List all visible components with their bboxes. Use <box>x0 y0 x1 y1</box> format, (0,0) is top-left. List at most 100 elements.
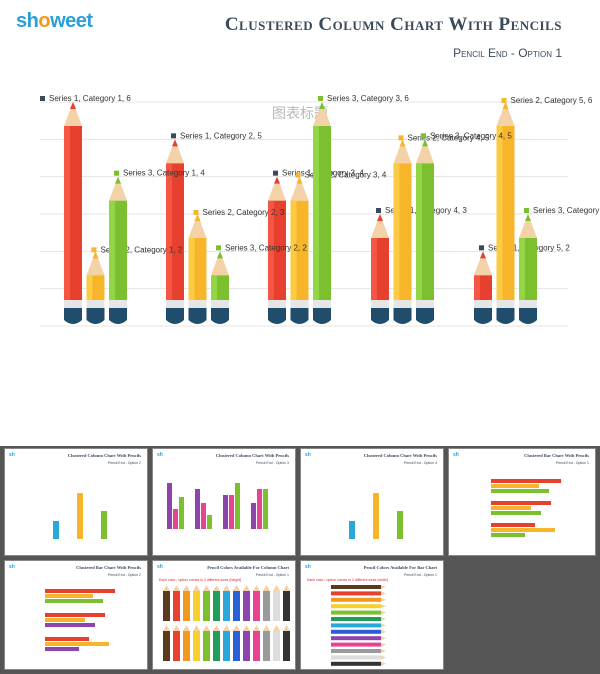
pencil-lead <box>274 176 280 184</box>
palette-pencil <box>163 591 170 621</box>
slide-thumbnail-4[interactable]: sh Clustered Bar Chart With Pencils Penc… <box>448 448 596 556</box>
showeet-logo: showeet <box>16 10 93 32</box>
palette-pencil-tip <box>253 585 260 591</box>
pencil-highlight <box>496 126 503 300</box>
main-slide: showeet Clustered Column Chart With Penc… <box>0 0 600 446</box>
data-label: Series 2, Category 3, 4 <box>305 171 387 180</box>
palette-pencil <box>273 631 280 661</box>
data-label: Series 3, Category 3, 6 <box>327 94 409 103</box>
palette-pencil <box>243 631 250 661</box>
palette-pencil-tip <box>173 625 180 631</box>
pencil-highlight <box>474 275 480 300</box>
pencil-tip <box>313 102 331 126</box>
thumbnail-subtitle: Pencil End - Option 2 <box>107 573 141 577</box>
palette-pencil <box>331 585 381 589</box>
pencil-eraser <box>496 308 515 324</box>
pencil-ferrule <box>290 300 309 308</box>
pencil-tip <box>211 251 229 276</box>
palette-pencil <box>331 642 381 647</box>
palette-pencil-tip <box>193 625 200 631</box>
palette-pencil-tip <box>381 610 386 615</box>
thumbnail-chart <box>491 479 561 537</box>
palette-pencil-tip <box>243 625 250 631</box>
pencil-tip <box>474 251 492 276</box>
pencil-highlight <box>268 200 274 300</box>
palette-pencil <box>243 591 250 621</box>
slide-thumbnail-2[interactable]: sh Clustered Column Chart With Pencils P… <box>152 448 296 556</box>
palette-pencil-tip <box>183 625 190 631</box>
data-label-marker <box>295 172 301 178</box>
thumbnail-logo: sh <box>157 564 163 570</box>
thumbnail-logo: sh <box>305 564 311 570</box>
pencil-lead <box>172 139 178 147</box>
palette-pencil <box>273 591 280 621</box>
palette-pencil <box>263 631 270 661</box>
slide-thumbnail-1[interactable]: sh Clustered Column Chart With Pencils P… <box>4 448 148 556</box>
pencil-tip <box>188 214 207 238</box>
pencil-highlight <box>188 238 195 300</box>
slide-thumbnail-5[interactable]: sh Clustered Bar Chart With Pencils Penc… <box>4 560 148 670</box>
palette-pencil-tip <box>381 642 386 647</box>
palette-pencil-tip <box>381 591 386 596</box>
pencil-eraser <box>393 308 412 324</box>
data-label: Series 2, Category 1, 2 <box>101 245 183 254</box>
thumbnail-subtitle: Pencil End - Option 3 <box>255 461 289 465</box>
palette-pencil-tip <box>163 585 170 591</box>
data-label-marker <box>376 208 381 213</box>
pencil-lead <box>525 214 531 221</box>
palette-pencil <box>203 591 210 621</box>
pencil-lead <box>70 102 76 109</box>
data-label-marker <box>398 135 404 141</box>
slide-thumbnail-7[interactable]: sh Pencil Colors Available For Bar Chart… <box>300 560 444 670</box>
thumbnail-subtitle: Pencil End - Option 1 <box>255 573 289 577</box>
pencil-highlight <box>290 200 297 300</box>
thumbnail-subtitle: Pencil End - Option 1 <box>403 573 437 577</box>
pencil-tip <box>64 102 82 126</box>
palette-pencil <box>163 631 170 661</box>
palette-pencil <box>331 649 381 653</box>
slide-thumbnail-6[interactable]: sh Pencil Colors Available For Column Ch… <box>152 560 296 670</box>
pencil-ferrule <box>166 300 184 308</box>
palette-pencil-tip <box>223 585 230 591</box>
palette-pencil <box>331 629 381 634</box>
palette-pencil <box>331 655 381 660</box>
thumbnail-chart <box>349 493 403 539</box>
palette-pencil <box>213 591 220 621</box>
palette-pencil <box>331 597 381 602</box>
thumbnail-title: Clustered Column Chart With Pencils <box>363 453 437 458</box>
palette-pencil <box>283 631 290 661</box>
thumbnail-title: Clustered Bar Chart With Pencils <box>76 565 141 570</box>
palette-pencil <box>223 631 230 661</box>
pencil-ferrule <box>188 300 207 308</box>
pencil-ferrule <box>416 300 434 308</box>
pencil-ferrule <box>109 300 127 308</box>
palette-pencil <box>331 617 381 621</box>
palette-pencil <box>183 591 190 621</box>
thumbnail-subtitle: Pencil End - Option 4 <box>403 461 437 465</box>
pencil-eraser <box>519 308 537 324</box>
palette-pencil <box>173 591 180 621</box>
palette-pencil <box>331 636 381 641</box>
palette-pencil-tip <box>233 625 240 631</box>
data-label-marker <box>114 170 119 176</box>
pencil-eraser <box>313 308 331 324</box>
pencil-eraser <box>211 308 229 324</box>
pencil-lead <box>319 102 325 109</box>
thumbnail-note: Each color / option comes in 2 different… <box>159 578 242 582</box>
pencil-eraser <box>290 308 309 324</box>
slide-thumbnail-3[interactable]: sh Clustered Column Chart With Pencils P… <box>300 448 444 556</box>
pencil-eraser <box>109 308 127 324</box>
pencil-eraser <box>86 308 105 324</box>
palette-pencil-tip <box>381 617 386 621</box>
thumbnail-logo: sh <box>305 452 311 458</box>
pencil-highlight <box>313 126 319 300</box>
pencil-highlight <box>211 275 217 300</box>
palette-pencil <box>331 623 381 628</box>
data-label-marker <box>273 170 278 176</box>
palette-pencil-tip <box>381 623 386 628</box>
pencil-ferrule <box>313 300 331 308</box>
pencil-column-chart: 图表标题 Series 1, Category 1, 6 Series 1, Cat… <box>40 94 600 327</box>
pencil-tip <box>268 176 286 201</box>
pencil-ferrule <box>268 300 286 308</box>
pencil-lead <box>502 102 509 109</box>
